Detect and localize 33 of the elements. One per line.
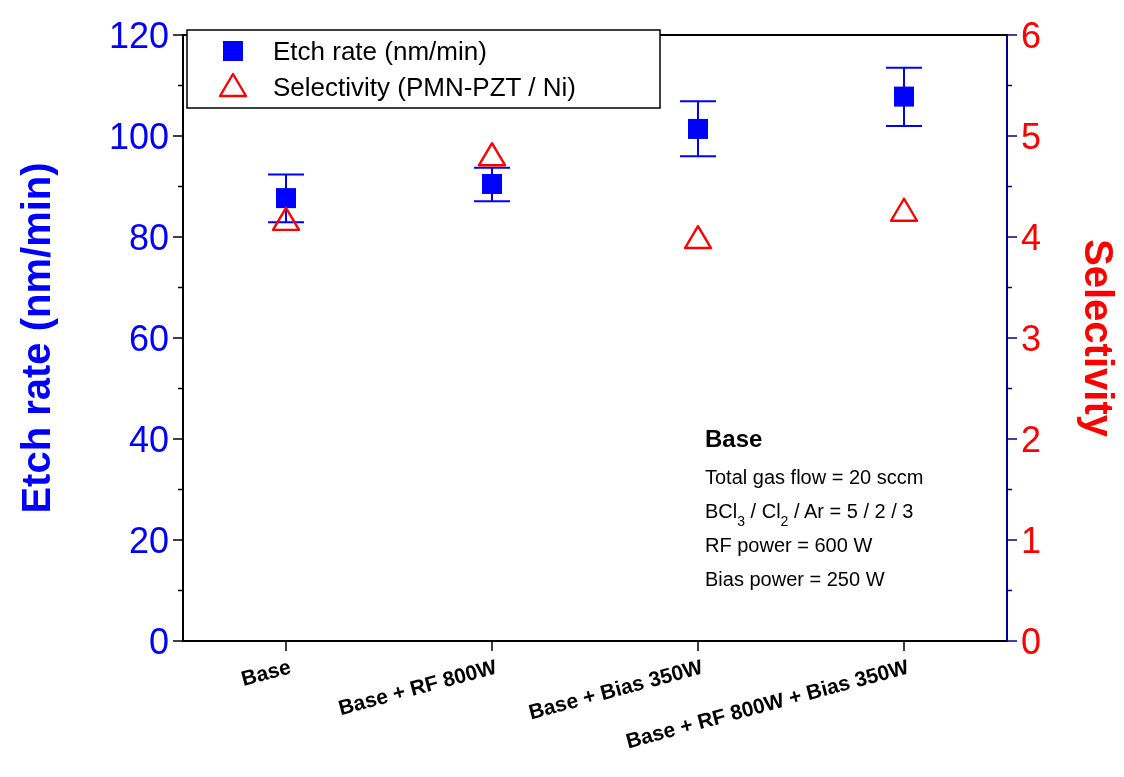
point [271,206,301,232]
annotation: Total gas flow = 20 sccm [705,466,924,488]
y-tick-label: 0 [148,620,169,662]
point [477,142,507,167]
point [688,118,708,139]
y2-tick-label: 0 [1021,620,1042,662]
y-tick-label: 120 [108,14,169,56]
annotation: Base [705,425,763,452]
point [276,188,296,209]
legend-label: Selectivity (PMN-PZT / Ni) [273,72,576,103]
y2-tick-label: 4 [1021,216,1042,258]
y2-tick-label: 6 [1021,14,1042,56]
x-tick-label: Base [238,654,294,690]
y2-tick-label: 5 [1021,115,1042,157]
y-tick-label: 80 [128,216,169,258]
y-axis-title: Etch rate (nm/min) [14,162,58,514]
point [683,224,713,250]
y-tick-label: 40 [128,418,169,460]
y2-tick-label: 3 [1021,317,1042,359]
y-tick-label: 100 [108,115,169,157]
y2-axis-title: Selectivity [1077,239,1121,438]
point [482,173,502,194]
point [894,86,914,107]
point [889,197,919,222]
y2-tick-label: 1 [1021,519,1042,561]
y-tick-label: 60 [128,317,169,359]
annotation: BCl$_{3}$ / Cl$_{2}$ / Ar = 5 / 2 / 3 [705,500,914,529]
y-tick-label: 20 [128,519,169,561]
annotation: Bias power = 250 W [705,568,885,590]
annotation: RF power = 600 W [705,534,873,556]
y2-tick-label: 2 [1021,418,1042,460]
x-tick-label: Base + RF 800W [335,654,500,720]
legend-label: Etch rate (nm/min) [273,36,487,67]
